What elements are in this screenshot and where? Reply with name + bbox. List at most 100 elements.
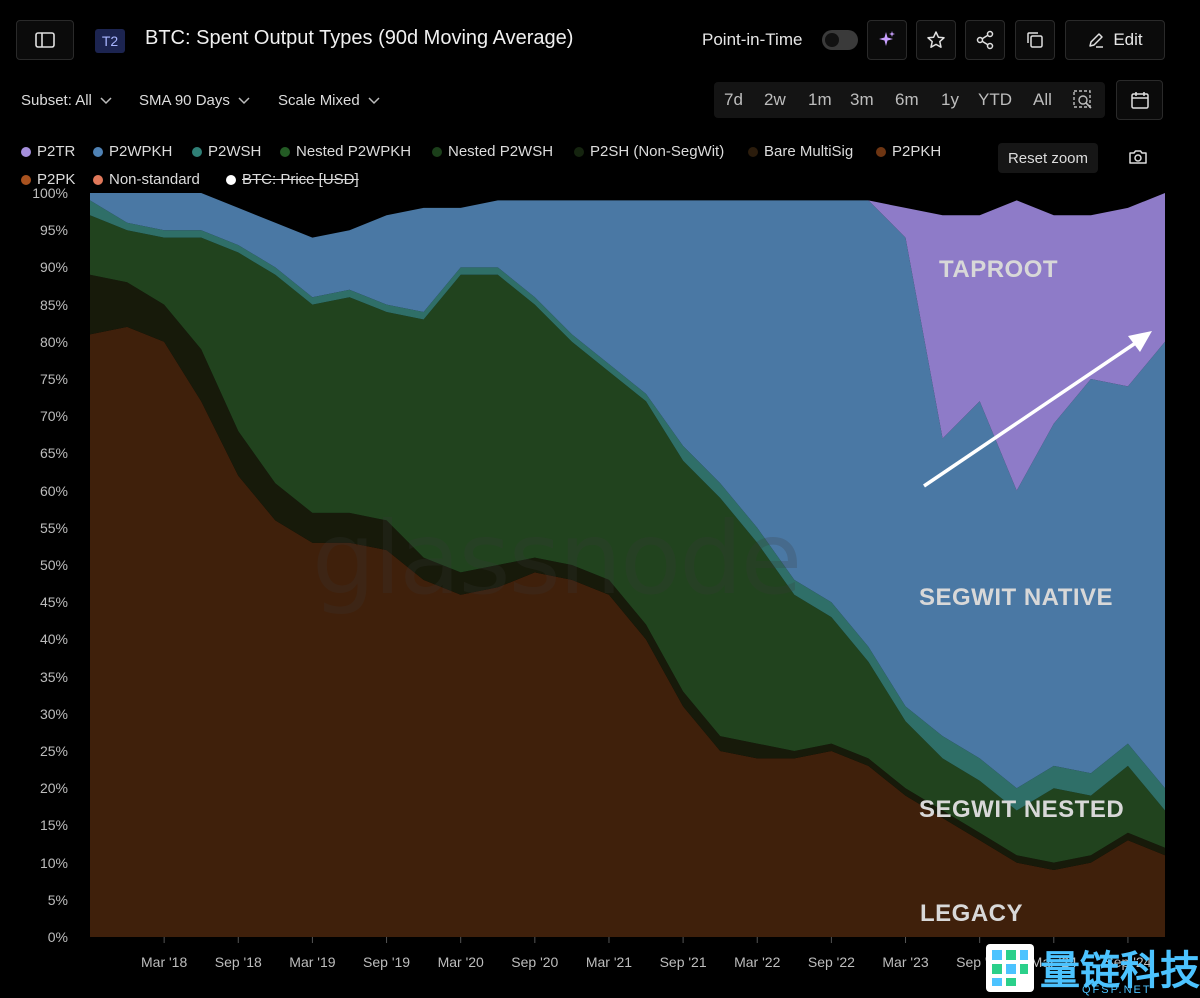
range-all[interactable]: All xyxy=(1033,90,1052,109)
legend-item-nested-p2wsh[interactable]: Nested P2WSH xyxy=(432,143,553,160)
brand-name: 量链科技 xyxy=(1040,948,1200,994)
range-7d[interactable]: 7d xyxy=(724,90,743,109)
x-tick-label: Mar '19 xyxy=(289,954,336,970)
area-series-p2pkh[interactable] xyxy=(90,326,1165,937)
y-tick-label: 80% xyxy=(39,333,68,350)
legend-item-p2sh[interactable]: P2SH (Non-SegWit) xyxy=(574,143,724,160)
y-tick-label: 5% xyxy=(47,891,68,908)
sidebar-icon xyxy=(35,32,55,48)
annotation-taproot: TAPROOT xyxy=(939,256,1059,283)
y-tick-label: 75% xyxy=(39,371,68,387)
legend-label: P2PK xyxy=(37,171,76,188)
legend-item-bare-multisig[interactable]: Bare MultiSig xyxy=(748,143,853,160)
share-icon xyxy=(976,30,994,50)
subset-label: Subset: All xyxy=(21,92,92,109)
legend-label: P2PKH xyxy=(892,143,942,160)
copy-icon xyxy=(1027,32,1043,48)
y-tick-label: 85% xyxy=(39,296,68,313)
y-tick-label: 40% xyxy=(39,631,68,648)
legend-item-p2wpkh[interactable]: P2WPKH xyxy=(93,143,172,160)
y-tick-label: 70% xyxy=(39,408,68,425)
legend-label: Bare MultiSig xyxy=(764,143,854,160)
sma-label: SMA 90 Days xyxy=(139,92,230,109)
legend-label: BTC: Price [USD] xyxy=(242,171,359,188)
y-tick-label: 50% xyxy=(39,557,68,573)
range-3m[interactable]: 3m xyxy=(850,90,874,109)
brand-domain: QFSP.NET xyxy=(1082,984,1152,996)
zoom-select-button[interactable] xyxy=(1072,89,1094,116)
y-tick-label: 20% xyxy=(39,780,68,797)
legend-swatch xyxy=(748,146,758,157)
chevron-down-icon xyxy=(238,96,250,104)
x-tick-label: Sep '21 xyxy=(659,954,707,970)
range-6m[interactable]: 6m xyxy=(895,90,919,109)
trend-arrow xyxy=(923,338,1141,488)
legend-item-p2pkh[interactable]: P2PKH xyxy=(876,143,941,160)
chevron-down-icon xyxy=(368,96,380,104)
y-tick-label: 55% xyxy=(39,519,68,536)
legend-swatch xyxy=(21,146,31,157)
scale-label: Scale Mixed xyxy=(278,92,360,109)
brand-watermark: 量链科技 QFSP.NET xyxy=(980,938,1200,998)
legend-item-p2tr[interactable]: P2TR xyxy=(21,143,75,160)
legend-item-non-standard[interactable]: Non-standard xyxy=(93,171,200,188)
x-tick-label: Mar '20 xyxy=(437,954,484,970)
x-tick-label: Sep '19 xyxy=(363,954,411,970)
range-1y[interactable]: 1y xyxy=(941,90,959,109)
y-tick-label: 35% xyxy=(39,668,68,685)
legend-swatch xyxy=(93,174,103,185)
sma-dropdown[interactable]: SMA 90 Days xyxy=(139,92,250,109)
legend-label: Nested P2WSH xyxy=(448,143,554,160)
area-series-p2tr[interactable] xyxy=(90,193,1165,491)
calendar-icon xyxy=(1130,92,1149,109)
legend-label: Non-standard xyxy=(109,171,200,188)
calendar-button[interactable] xyxy=(1116,80,1163,120)
brand-logo-icon xyxy=(986,944,1034,992)
range-1m[interactable]: 1m xyxy=(808,90,832,109)
legend-item-btc-price[interactable]: BTC: Price [USD] xyxy=(226,171,359,188)
scale-dropdown[interactable]: Scale Mixed xyxy=(278,92,380,109)
favorite-button[interactable] xyxy=(916,20,956,60)
sidebar-toggle-button[interactable] xyxy=(16,20,74,60)
legend-swatch xyxy=(432,146,442,157)
tier-badge: T2 xyxy=(95,29,125,53)
sparkle-icon xyxy=(879,31,895,46)
x-tick-label: Mar '23 xyxy=(882,954,929,970)
y-tick-label: 95% xyxy=(39,222,68,239)
y-tick-label: 0% xyxy=(47,929,68,945)
y-tick-label: 90% xyxy=(39,259,68,276)
x-tick-label: Sep '22 xyxy=(807,954,855,970)
reset-zoom-button[interactable]: Reset zoom xyxy=(998,143,1098,173)
ai-button[interactable] xyxy=(867,20,907,60)
area-series-p2wpkh[interactable] xyxy=(90,193,1165,789)
legend-swatch xyxy=(280,146,290,157)
y-tick-label: 60% xyxy=(39,482,68,499)
legend-swatch xyxy=(93,146,103,157)
x-tick-label: Sep '20 xyxy=(511,954,559,970)
range-2w[interactable]: 2w xyxy=(764,90,786,109)
area-series-nested-p2wpkh[interactable] xyxy=(90,215,1165,863)
legend-label: P2WPKH xyxy=(109,143,173,160)
annotation-segwit-nested: SEGWIT NESTED xyxy=(919,796,1125,823)
screenshot-button[interactable] xyxy=(1128,148,1148,171)
range-ytd[interactable]: YTD xyxy=(978,90,1012,109)
x-tick-label: Mar '22 xyxy=(734,954,781,970)
point-in-time-toggle[interactable] xyxy=(822,30,858,50)
x-tick-label: Sep '24 xyxy=(1104,954,1152,970)
x-tick-label: Mar '24 xyxy=(1030,954,1077,970)
legend-label: Nested P2WPKH xyxy=(296,143,412,160)
legend-item-p2pk[interactable]: P2PK xyxy=(21,171,75,188)
subset-dropdown[interactable]: Subset: All xyxy=(21,92,112,109)
duplicate-button[interactable] xyxy=(1015,20,1055,60)
legend-item-p2wsh[interactable]: P2WSH xyxy=(192,143,261,160)
edit-label: Edit xyxy=(1113,30,1143,49)
legend-item-nested-p2wpkh[interactable]: Nested P2WPKH xyxy=(280,143,411,160)
legend-label: P2SH (Non-SegWit) xyxy=(590,143,725,160)
edit-button[interactable]: Edit xyxy=(1065,20,1165,60)
pencil-icon xyxy=(1089,33,1104,48)
x-tick-label: Sep '18 xyxy=(214,954,262,970)
page-title: BTC: Spent Output Types (90d Moving Aver… xyxy=(145,27,574,49)
share-button[interactable] xyxy=(965,20,1005,60)
y-tick-label: 30% xyxy=(39,705,68,722)
